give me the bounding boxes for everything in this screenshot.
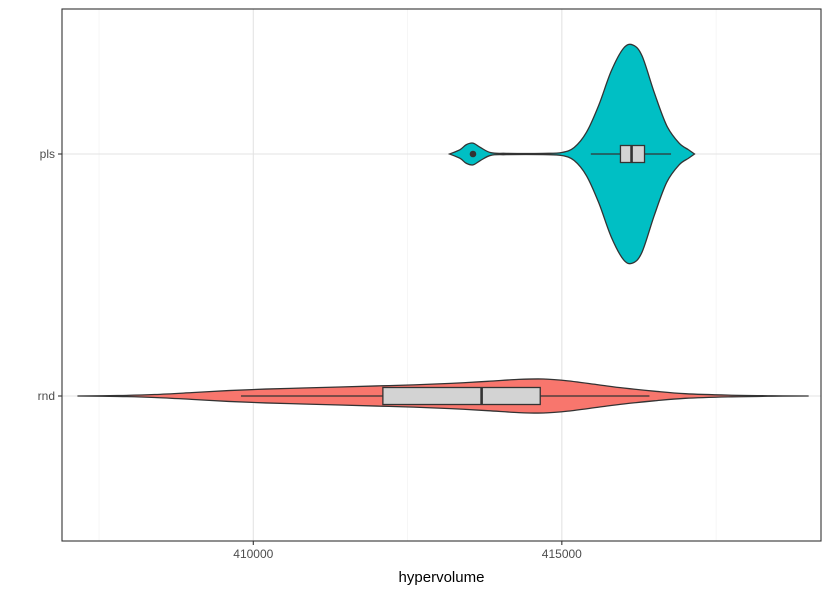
plot-panel-border [61,8,822,542]
violins [77,43,809,414]
box-rnd [382,386,541,406]
y-tick-label: rnd [38,389,55,403]
x-tick-label: 415000 [542,547,582,561]
outlier-point-pls [469,150,477,158]
axes: 410000 415000 rnd pls [38,147,583,561]
x-axis-title: hypervolume [399,569,485,586]
grid-lines [62,9,821,541]
y-tick-label: pls [40,147,55,161]
violin-pls [447,43,696,265]
x-tick-label: 410000 [233,547,273,561]
